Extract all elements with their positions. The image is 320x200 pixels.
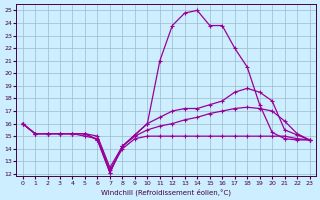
- X-axis label: Windchill (Refroidissement éolien,°C): Windchill (Refroidissement éolien,°C): [101, 188, 231, 196]
